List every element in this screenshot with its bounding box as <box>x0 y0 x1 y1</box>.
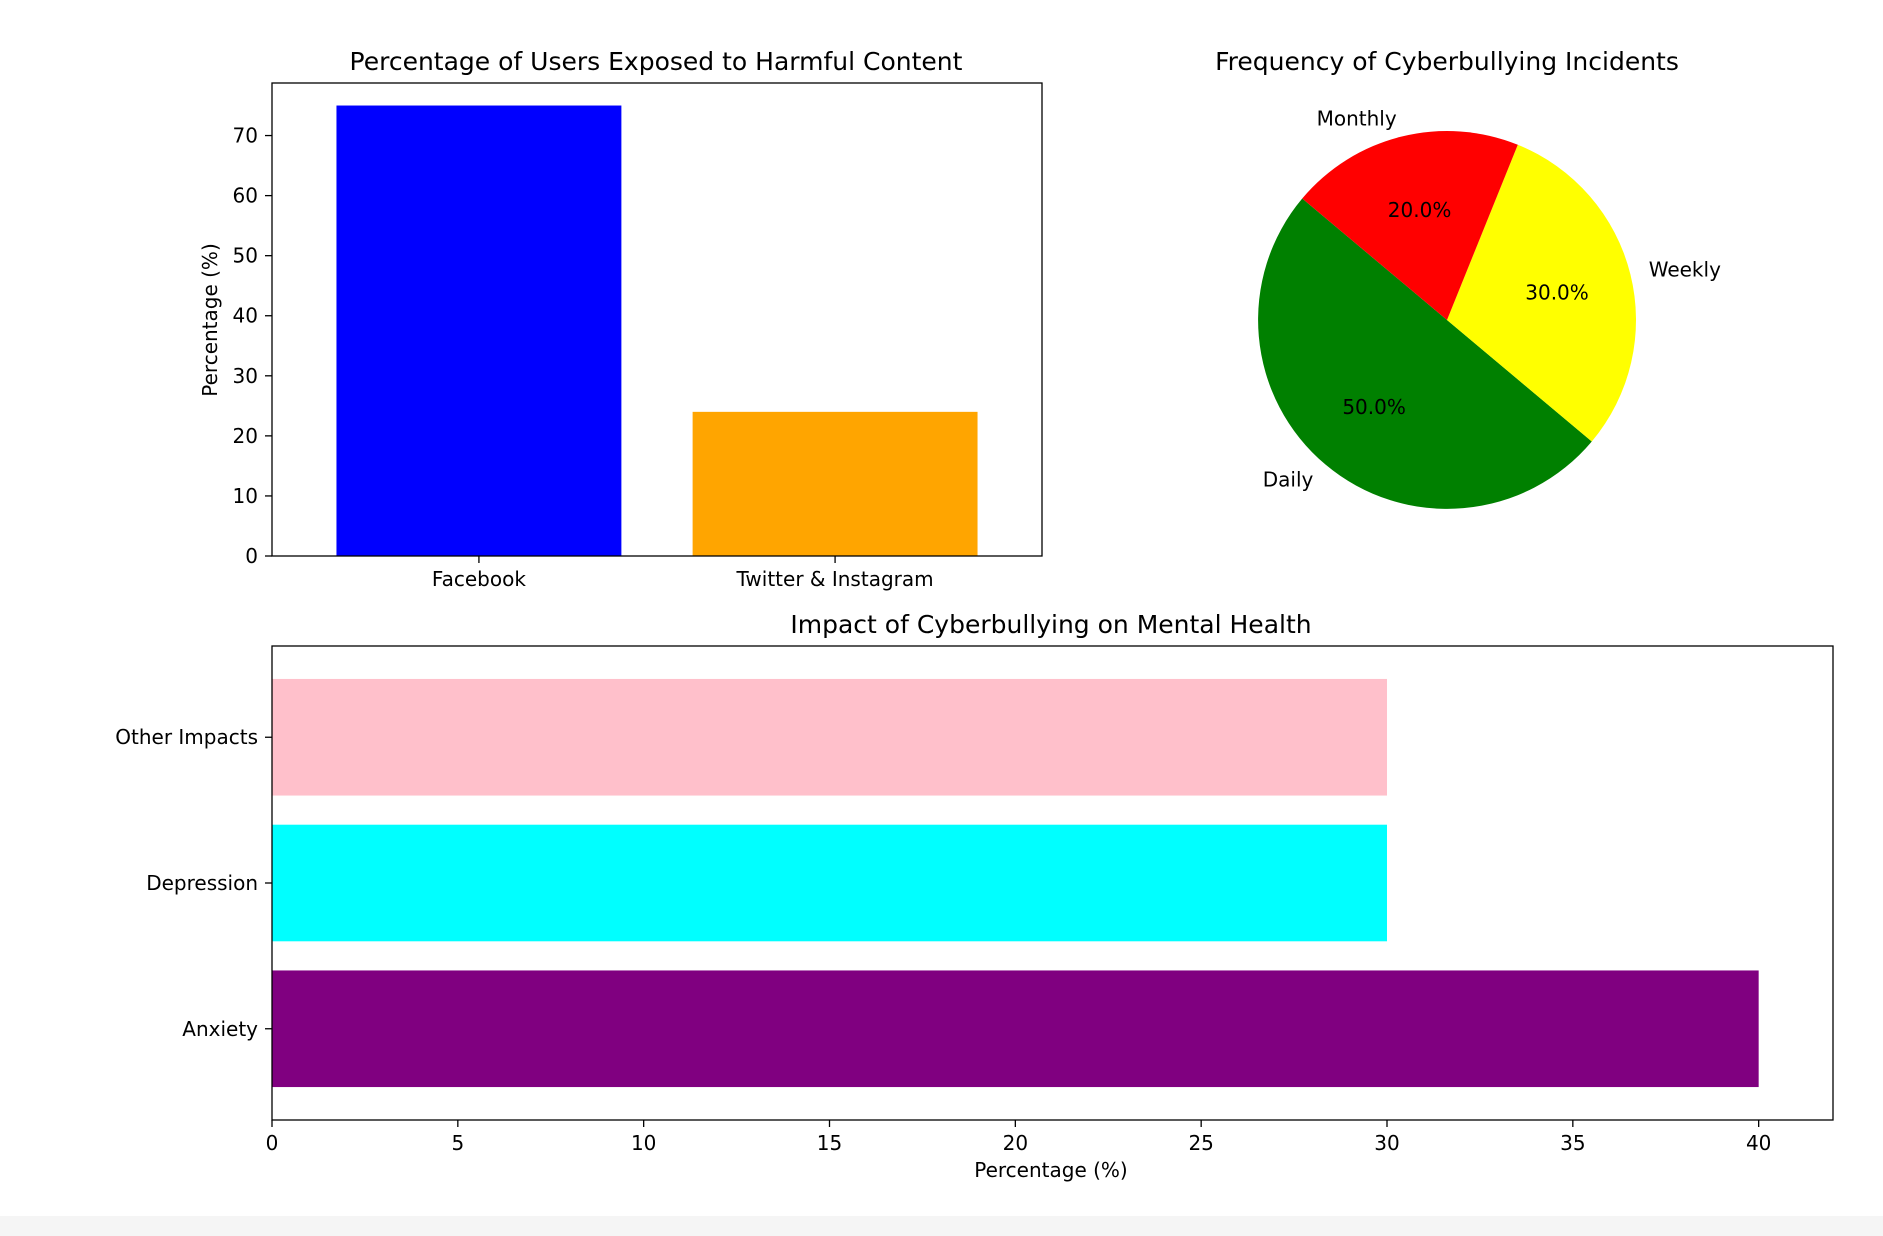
exposure-y-tick-label: 50 <box>233 244 258 268</box>
exposure-y-tick-label: 20 <box>233 424 258 448</box>
impact-x-tick-label: 25 <box>1188 1131 1213 1155</box>
impact-x-tick-label: 30 <box>1374 1131 1399 1155</box>
frequency-pie-labels: 50.0% Daily 30.0% Weekly 20.0% Monthly <box>1263 106 1721 491</box>
exposure-chart-title: Percentage of Users Exposed to Harmful C… <box>350 47 963 76</box>
pie-slice-weekly <box>1447 144 1636 442</box>
impact-x-tick-label: 15 <box>817 1131 842 1155</box>
exposure-y-tick-label: 40 <box>233 304 258 328</box>
impact-bar-depression <box>272 824 1387 942</box>
pie-slice-daily <box>1258 198 1592 509</box>
exposure-bar-chart: Percentage of Users Exposed to Harmful C… <box>198 47 1043 591</box>
pie-percent-label: 20.0% <box>1388 198 1452 222</box>
impact-y-ticks: Anxiety Depression Other Impacts <box>115 725 272 1041</box>
pie-percent-label: 50.0% <box>1342 395 1406 419</box>
pie-percent-label: 30.0% <box>1525 281 1589 305</box>
exposure-bars <box>336 105 978 557</box>
impact-bar-other-impacts <box>272 678 1387 796</box>
impact-x-tick-label: 35 <box>1560 1131 1585 1155</box>
pie-category-label: Weekly <box>1649 258 1721 282</box>
bottom-strip <box>0 1216 1883 1236</box>
impact-y-tick-label: Anxiety <box>182 1017 258 1041</box>
impact-chart-title: Impact of Cyberbullying on Mental Health <box>790 610 1311 639</box>
frequency-chart-title: Frequency of Cyberbullying Incidents <box>1215 47 1679 76</box>
pie-category-label: Daily <box>1263 467 1314 491</box>
exposure-y-tick-label: 70 <box>233 124 258 148</box>
exposure-y-axis-label: Percentage (%) <box>198 243 222 396</box>
impact-bars <box>272 678 1759 1088</box>
exposure-bar-facebook <box>336 105 622 557</box>
impact-x-tick-label: 0 <box>266 1131 279 1155</box>
impact-x-axis-label: Percentage (%) <box>974 1158 1127 1182</box>
exposure-y-tick-label: 0 <box>245 544 258 568</box>
exposure-y-tick-label: 30 <box>233 364 258 388</box>
exposure-y-tick-label: 10 <box>233 484 258 508</box>
exposure-axes-frame <box>271 82 1043 557</box>
pie-category-label: Monthly <box>1317 106 1397 130</box>
impact-x-tick-label: 10 <box>631 1131 656 1155</box>
exposure-y-tick-label: 60 <box>233 184 258 208</box>
impact-axes-frame <box>271 645 1834 1121</box>
exposure-y-ticks: 0 10 20 30 40 50 60 70 <box>233 124 272 568</box>
exposure-x-tick-label: Facebook <box>432 567 526 591</box>
frequency-pie-chart: Frequency of Cyberbullying Incidents 50.… <box>1215 47 1721 509</box>
impact-bar-chart: Impact of Cyberbullying on Mental Health… <box>115 610 1834 1182</box>
exposure-x-ticks: Facebook Twitter & Instagram <box>432 556 934 591</box>
impact-x-tick-label: 5 <box>451 1131 464 1155</box>
impact-x-tick-label: 20 <box>1003 1131 1028 1155</box>
impact-y-tick-label: Depression <box>146 871 258 895</box>
exposure-x-tick-label: Twitter & Instagram <box>736 567 934 591</box>
impact-bar-anxiety <box>272 970 1759 1088</box>
impact-y-tick-label: Other Impacts <box>115 725 258 749</box>
exposure-bar-twitter-instagram <box>692 411 978 556</box>
impact-x-tick-label: 40 <box>1746 1131 1771 1155</box>
pie-slice-monthly <box>1302 131 1518 320</box>
impact-x-ticks: 0 5 10 15 20 25 30 35 40 <box>266 1120 1771 1155</box>
frequency-pie-slices <box>1258 131 1636 509</box>
